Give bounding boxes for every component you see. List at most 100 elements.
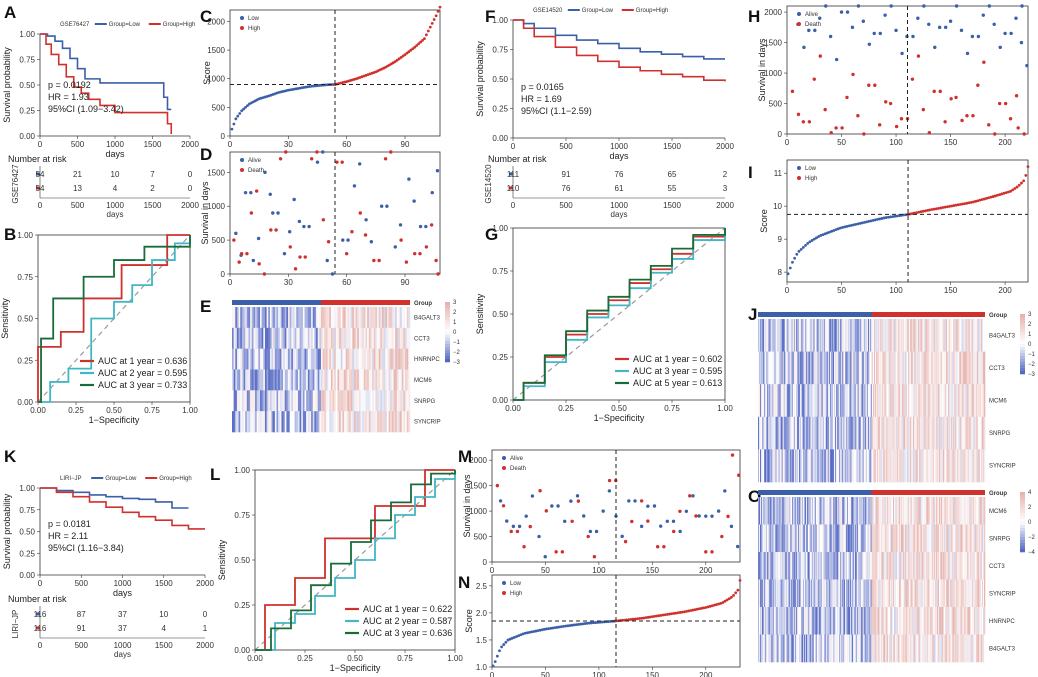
heatmap-e-cell (314, 390, 317, 412)
heatmap-o-cell (768, 552, 771, 580)
heatmap-e-cell (240, 307, 243, 329)
heatmap-j-cell (853, 416, 855, 450)
heatmap-j-cell (821, 351, 824, 385)
roc-b-curve-2 (38, 235, 191, 403)
heatmap-o-cell (763, 607, 766, 635)
heatmap-o-cell (933, 524, 935, 553)
heatmap-o-cell (776, 634, 778, 663)
heatmap-o-cell (793, 524, 795, 553)
heatmap-j-cell (794, 351, 797, 385)
heatmap-o-cell (936, 524, 938, 553)
heatmap-j-cell (843, 319, 845, 352)
km-a-xtick-label: 500 (71, 140, 85, 149)
heatmap-o-cell (848, 552, 850, 580)
heatmap-j-cell (884, 351, 886, 385)
km-a-legend-title: GSE76427 (60, 22, 90, 28)
heatmap-o-cell (872, 497, 874, 525)
heatmap-o-cell (975, 497, 977, 525)
heatmap-o-cell (798, 552, 800, 580)
heatmap-o-scale-swatch (1020, 540, 1025, 544)
status-h-point (884, 100, 888, 104)
heatmap-e-cell (370, 390, 373, 412)
km-f-ytick-label: 1.00 (492, 16, 508, 25)
heatmap-j-cell (937, 449, 940, 483)
heatmap-j-cell (937, 384, 940, 418)
heatmap-o-cell (978, 607, 980, 635)
heatmap-j-cell (937, 351, 940, 385)
heatmap-o-cell (856, 634, 859, 663)
heatmap-e-cell (304, 390, 307, 412)
heatmap-o-cell (796, 552, 798, 580)
heatmap-o-cell (867, 634, 869, 663)
heatmap-o-cell (783, 552, 785, 580)
heatmap-o-cell (858, 552, 861, 580)
heatmap-e-cell (396, 348, 399, 370)
heatmap-j-cell (804, 351, 806, 385)
heatmap-o-cell (830, 607, 832, 635)
heatmap-j-row-mcm6 (758, 384, 986, 418)
heatmap-o-cell (896, 634, 899, 663)
heatmap-j-cell (793, 384, 796, 418)
heatmap-o-cell (971, 552, 973, 580)
heatmap-e-cell (266, 369, 269, 391)
heatmap-j-cell (939, 319, 942, 352)
km-f-risk-title: Number at risk (488, 154, 547, 164)
heatmap-o-cell (973, 552, 975, 580)
heatmap-o-cell (799, 607, 801, 635)
risk-i-point (841, 225, 845, 229)
heatmap-j-cell (782, 416, 784, 450)
heatmap-o-cell (814, 497, 817, 525)
heatmap-j-cell (777, 416, 779, 450)
heatmap-o-cell (775, 524, 777, 553)
risk-i-point (825, 231, 829, 235)
risk-i-point (887, 215, 890, 219)
heatmap-j-cell (766, 319, 768, 352)
heatmap-o-cell (793, 634, 795, 663)
roc-g-ytick-label: 1.00 (492, 224, 508, 233)
heatmap-j-cell (770, 449, 772, 483)
heatmap-o-cell (812, 497, 815, 525)
heatmap-j-cell (924, 351, 926, 385)
heatmap-j-cell (958, 384, 960, 418)
heatmap-o-cell (899, 579, 902, 608)
heatmap-o-cell (970, 579, 972, 608)
heatmap-e-cell (329, 348, 332, 370)
risk-n-point (600, 620, 604, 624)
heatmap-e-cell (375, 369, 378, 391)
risk-i-ytick-label: 8 (778, 268, 783, 277)
km-k-risk-high-cell: 1 (203, 624, 208, 633)
heatmap-j-cell (956, 319, 958, 352)
status-m-point (544, 509, 549, 513)
heatmap-j-cell (857, 319, 859, 352)
heatmap-o-cell (803, 552, 806, 580)
heatmap-e-cell (353, 390, 356, 412)
heatmap-o-cell (983, 579, 985, 608)
heatmap-e-cell (283, 369, 286, 391)
risk-n-point (504, 640, 508, 644)
heatmap-j-cell (822, 351, 825, 385)
status-d-point (239, 251, 244, 256)
heatmap-j-cell (887, 384, 889, 418)
heatmap-j-cell (911, 319, 913, 352)
status-d-point (293, 267, 298, 271)
heatmap-j-cell (799, 416, 801, 450)
km-a-risk-xtick: 500 (71, 201, 85, 210)
heatmap-j-cell (882, 449, 884, 483)
heatmap-o-cell (923, 579, 925, 608)
heatmap-o-cell (981, 497, 983, 525)
heatmap-o-cell (929, 524, 931, 553)
heatmap-j-cell (895, 351, 897, 385)
heatmap-e-cell (337, 369, 340, 391)
heatmap-o-cell (773, 552, 775, 580)
heatmap-j-cell (841, 449, 843, 483)
heatmap-o-cell (949, 634, 952, 663)
km-a-risk-xlabel: days (107, 210, 124, 219)
heatmap-o-cell (811, 497, 814, 525)
status-d-series-death (232, 150, 440, 276)
heatmap-j-cell (892, 319, 894, 352)
heatmap-j-cell (822, 449, 825, 483)
heatmap-j-cell (846, 449, 848, 483)
heatmap-o-cell (913, 497, 915, 525)
heatmap-o-cell (931, 552, 933, 580)
heatmap-e-cell (350, 390, 353, 412)
